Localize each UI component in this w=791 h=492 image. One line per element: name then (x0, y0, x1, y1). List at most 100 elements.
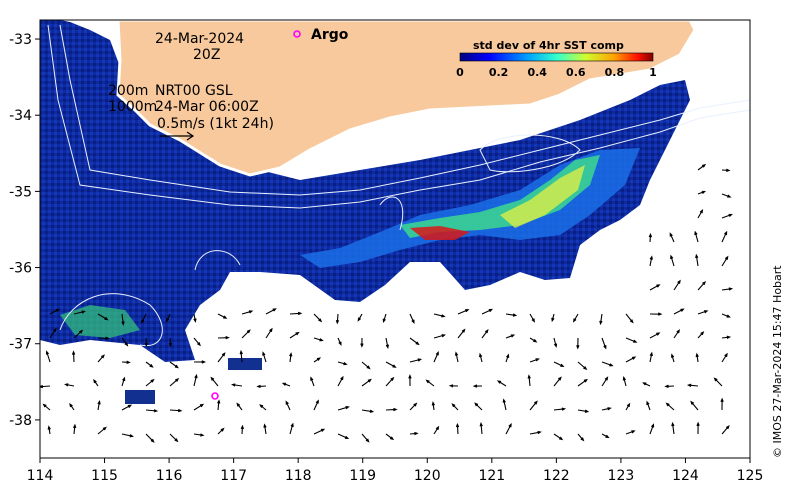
current-arrow (448, 384, 459, 388)
time-label: 20Z (193, 47, 220, 63)
sst-contour (479, 134, 581, 173)
current-arrow (168, 337, 173, 348)
current-arrow (357, 313, 363, 322)
current-arrow (217, 352, 226, 363)
current-arrow (145, 433, 155, 443)
current-arrow (601, 433, 610, 439)
sst-patch (228, 358, 262, 370)
current-arrow (385, 337, 390, 349)
current-arrow (361, 433, 370, 443)
current-arrow (72, 423, 77, 435)
sst-patch (125, 390, 155, 404)
current-arrow (576, 337, 580, 350)
current-arrow (97, 426, 107, 435)
current-arrow (409, 402, 418, 411)
current-arrow (97, 313, 109, 321)
current-arrow (385, 376, 395, 387)
x-tick-label: 121 (478, 468, 505, 484)
current-arrow (231, 383, 243, 387)
x-axis: 114 115 116 117 118 119 120 121 122 123 124 125 (27, 458, 763, 484)
x-tick-label: 124 (672, 468, 699, 484)
current-arrow (97, 354, 105, 363)
current-arrow (625, 430, 636, 435)
current-arrow (721, 352, 728, 363)
current-arrow (472, 384, 483, 388)
current-arrow (45, 350, 51, 363)
current-arrow (720, 397, 724, 411)
current-arrow (697, 331, 705, 339)
current-arrow (713, 377, 723, 387)
current-arrow (409, 358, 423, 363)
current-arrow (697, 280, 707, 291)
current-arrow (696, 421, 700, 435)
current-arrow (577, 361, 588, 371)
current-arrow (721, 168, 731, 172)
current-arrow (281, 382, 291, 387)
current-arrow (385, 407, 398, 412)
current-arrow (313, 357, 322, 363)
current-arrow (642, 382, 651, 387)
current-arrow (166, 313, 171, 323)
current-arrow (385, 433, 395, 441)
y-axis: -33 -34 -35 -36 -37 -38 (9, 32, 40, 429)
current-arrow (431, 401, 435, 411)
contour-1000m-label: 1000m (108, 99, 157, 115)
current-arrow (551, 313, 555, 323)
current-arrow (457, 328, 466, 339)
current-arrow (360, 337, 364, 348)
argo-float-marker[interactable] (211, 392, 219, 400)
current-arrow (425, 379, 435, 387)
product-label: NRT00 GSL (155, 83, 233, 99)
current-arrow (505, 334, 516, 339)
current-arrow (479, 421, 483, 435)
current-arrow (457, 309, 470, 315)
current-arrow (622, 376, 627, 387)
current-arrow (529, 400, 538, 411)
contour-200m-label: 200m (108, 83, 148, 99)
current-arrow (577, 409, 590, 413)
current-arrow (572, 313, 579, 323)
current-arrow (73, 310, 86, 315)
current-arrow (409, 431, 419, 436)
x-tick-label: 114 (27, 468, 54, 484)
current-arrow (337, 406, 350, 411)
current-arrow (285, 400, 291, 411)
depth-contour-1000m (47, 24, 750, 209)
current-arrow (670, 254, 675, 267)
colorbar-tick-label: 0.8 (605, 66, 625, 79)
current-arrow (217, 313, 228, 319)
current-arrow (721, 255, 729, 267)
current-arrow (697, 208, 704, 219)
current-arrow (721, 335, 732, 340)
x-tick-label: 122 (543, 468, 570, 484)
current-arrow (313, 337, 324, 342)
y-tick-label: -35 (9, 184, 32, 200)
current-arrow (236, 402, 243, 411)
current-arrow (121, 360, 131, 364)
current-arrow (289, 331, 300, 339)
current-arrow (121, 433, 135, 438)
y-tick-label: -33 (9, 32, 32, 48)
current-arrow (625, 402, 631, 411)
x-tick-label: 117 (220, 468, 247, 484)
current-arrow (433, 313, 446, 318)
current-arrow (496, 380, 507, 387)
colorbar-tick-label: 0.4 (527, 66, 547, 79)
current-arrow (670, 353, 675, 363)
current-arrow (649, 284, 661, 291)
current-arrow (721, 213, 733, 219)
credit-text: © IMOS 27-Mar-2024 15:47 Hobart (771, 265, 784, 458)
current-vectors (40, 163, 734, 443)
current-arrow (577, 433, 585, 442)
x-tick-label: 120 (414, 468, 441, 484)
colorbar: std dev of 4hr SST comp 0 0.2 0.4 0.6 0.8 1 (456, 39, 657, 79)
current-arrow (145, 378, 155, 387)
current-arrow (505, 353, 510, 363)
argo-legend-marker (293, 30, 301, 38)
current-arrow (64, 383, 75, 387)
current-arrow (313, 313, 323, 323)
current-arrow (169, 378, 180, 387)
y-tick-label: -34 (9, 108, 32, 124)
current-arrow (553, 433, 564, 441)
current-arrow (433, 334, 446, 339)
